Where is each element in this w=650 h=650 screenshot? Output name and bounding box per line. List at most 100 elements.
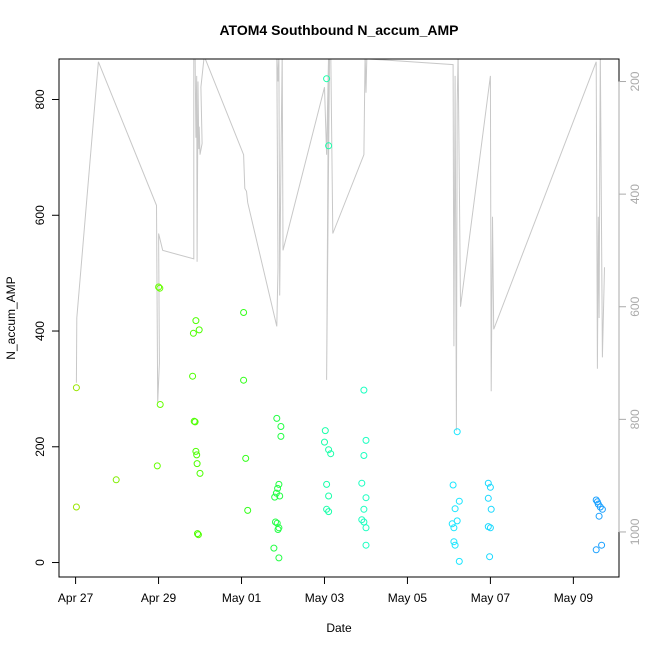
data-point <box>270 544 278 552</box>
data-point <box>451 541 459 549</box>
x-tick-label: May 07 <box>471 591 511 605</box>
data-point <box>484 494 492 502</box>
data-point <box>455 497 463 505</box>
data-point <box>362 436 370 444</box>
y2-tick-label: 200 <box>628 71 642 91</box>
data-point <box>486 524 494 532</box>
data-point <box>195 326 203 334</box>
data-point <box>448 520 456 528</box>
data-point <box>358 479 366 487</box>
x-tick-label: May 01 <box>222 591 262 605</box>
data-point <box>321 438 328 446</box>
data-point <box>193 451 201 459</box>
data-point <box>244 506 252 514</box>
data-point <box>598 505 606 513</box>
data-point <box>156 284 164 292</box>
data-point <box>451 505 459 513</box>
chart-title: ATOM4 Southbound N_accum_AMP <box>219 22 458 38</box>
data-point <box>596 503 604 511</box>
data-point <box>240 309 248 316</box>
data-point <box>327 450 335 458</box>
data-point <box>358 516 366 524</box>
data-point <box>323 505 331 513</box>
data-point <box>362 494 370 502</box>
data-point <box>325 492 333 500</box>
data-point <box>192 317 200 325</box>
y-tick-label: 600 <box>33 205 47 225</box>
data-point <box>449 481 457 489</box>
x-axis-label: Date <box>326 621 352 635</box>
data-point <box>189 372 197 380</box>
data-point <box>275 524 283 532</box>
data-point <box>193 460 201 468</box>
y2-tick-label: 1000 <box>628 518 642 545</box>
data-point <box>321 427 329 435</box>
y-tick-label: 0 <box>33 559 47 566</box>
data-point <box>194 530 201 538</box>
data-point <box>276 492 284 500</box>
data-point <box>156 401 164 408</box>
plot-frame <box>58 58 620 578</box>
data-point <box>360 386 368 394</box>
data-point <box>486 553 494 561</box>
x-axis: Apr 27 Apr 29 May 01 May 03 May 05 May 07 May … <box>58 576 594 605</box>
y-tick-label: 800 <box>33 89 47 109</box>
x-tick-label: May 03 <box>305 591 345 605</box>
data-point <box>240 376 248 384</box>
x-tick-label: Apr 29 <box>141 591 177 605</box>
data-point <box>272 518 279 526</box>
data-point <box>325 142 333 150</box>
data-point <box>325 446 333 454</box>
data-point <box>275 480 283 488</box>
data-point <box>362 541 370 549</box>
data-point <box>277 432 285 440</box>
data-point <box>484 479 492 487</box>
data-point <box>486 483 494 491</box>
data-point <box>277 423 285 430</box>
data-point <box>455 557 463 565</box>
data-point <box>274 484 282 492</box>
data-point <box>273 414 281 422</box>
y-axis-left: 0 200 400 600 800 <box>33 89 60 566</box>
data-point <box>487 505 495 513</box>
data-point <box>112 476 120 484</box>
y-axis-label: N_accum_AMP <box>4 276 18 359</box>
y-tick-label: 400 <box>33 321 47 341</box>
data-point <box>242 454 250 462</box>
y2-tick-label: 400 <box>628 184 642 204</box>
data-point <box>194 531 202 539</box>
series-line <box>75 59 605 431</box>
data-point <box>191 418 199 426</box>
x-tick-label: May 05 <box>388 591 428 605</box>
data-point <box>323 75 331 83</box>
data-point <box>271 493 279 501</box>
data-point <box>323 480 331 488</box>
data-point <box>189 329 197 337</box>
y2-tick-label: 600 <box>628 296 642 316</box>
y-tick-label: 200 <box>33 436 47 456</box>
data-point <box>72 503 80 511</box>
data-point <box>450 538 458 546</box>
x-tick-label: Apr 27 <box>58 591 94 605</box>
data-point <box>192 447 200 455</box>
data-point <box>155 283 163 291</box>
data-point <box>360 452 368 459</box>
data-point <box>275 554 283 562</box>
y-axis-right: 200 400 600 800 1000 <box>618 71 642 545</box>
data-point <box>153 462 161 470</box>
data-point <box>325 508 333 516</box>
data-point <box>453 517 461 525</box>
data-point <box>595 512 603 520</box>
data-point <box>196 469 204 477</box>
data-point <box>450 524 458 532</box>
data-point <box>72 384 80 392</box>
data-point <box>592 496 600 504</box>
data-point <box>598 541 606 549</box>
points-layer <box>72 75 606 565</box>
data-point <box>360 505 368 513</box>
secondary-line-layer <box>75 59 605 431</box>
data-point <box>592 546 600 554</box>
data-point <box>362 524 370 532</box>
x-tick-label: May 09 <box>554 591 594 605</box>
